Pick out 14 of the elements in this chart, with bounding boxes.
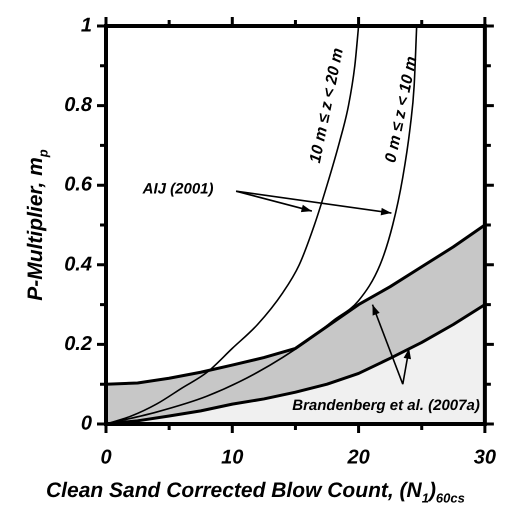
y-tick-label: 0.6 xyxy=(64,174,93,196)
y-axis-title: P-Multiplier, mp xyxy=(24,149,50,301)
y-tick-label: 0 xyxy=(80,412,92,435)
x-tick-label: 30 xyxy=(474,446,496,469)
text: 10 m ≤ z < 20 m xyxy=(306,46,347,165)
x-tick-label: 20 xyxy=(346,446,370,469)
y-tick-label: 0.2 xyxy=(64,332,92,355)
y-tick-label: 0.4 xyxy=(64,253,92,276)
x-tick-label: 0 xyxy=(100,446,112,469)
x-tick-label: 10 xyxy=(221,446,244,469)
annotation: AIJ (2001) xyxy=(142,180,214,198)
annotation: Brandenberg et al. (2007a) xyxy=(292,397,480,414)
y-tick-label: 1 xyxy=(80,14,92,37)
y-tick-label: 0.8 xyxy=(64,94,93,116)
